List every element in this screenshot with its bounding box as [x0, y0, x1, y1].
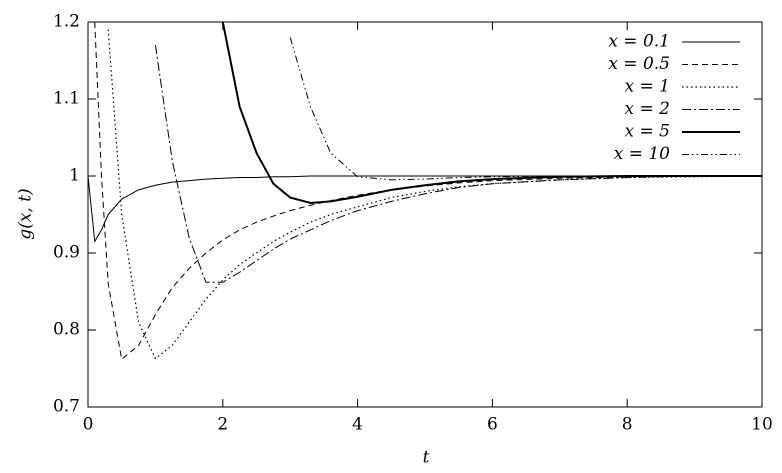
legend-label: x = 5	[625, 122, 670, 142]
x-tick-label: 4	[352, 415, 363, 435]
series-line	[289, 37, 762, 181]
series-line	[88, 175, 762, 242]
legend-label: x = 10	[614, 144, 670, 164]
x-axis-label: t	[423, 448, 430, 468]
series-line	[94, 22, 762, 360]
legend-label: x = 0.1	[608, 32, 670, 52]
x-tick-label: 10	[751, 415, 773, 435]
x-tick-label: 2	[217, 415, 228, 435]
y-tick-label: 0.9	[53, 243, 80, 263]
series-line	[154, 45, 762, 283]
y-tick-label: 1.1	[53, 89, 80, 109]
y-tick-label: 1	[69, 166, 80, 186]
legend-label: x = 2	[625, 99, 670, 119]
y-axis-label: g(x, t)	[16, 188, 36, 239]
plot-frame	[87, 21, 763, 408]
y-tick-label: 1.2	[53, 12, 80, 32]
legend-label: x = 1	[625, 77, 670, 97]
plot-area	[88, 22, 762, 360]
y-tick-label: 0.7	[53, 397, 80, 417]
x-tick-label: 8	[622, 415, 633, 435]
legend-label: x = 0.5	[608, 54, 670, 74]
x-tick-label: 0	[83, 415, 94, 435]
x-tick-label: 6	[487, 415, 498, 435]
y-tick-label: 0.8	[53, 320, 80, 340]
